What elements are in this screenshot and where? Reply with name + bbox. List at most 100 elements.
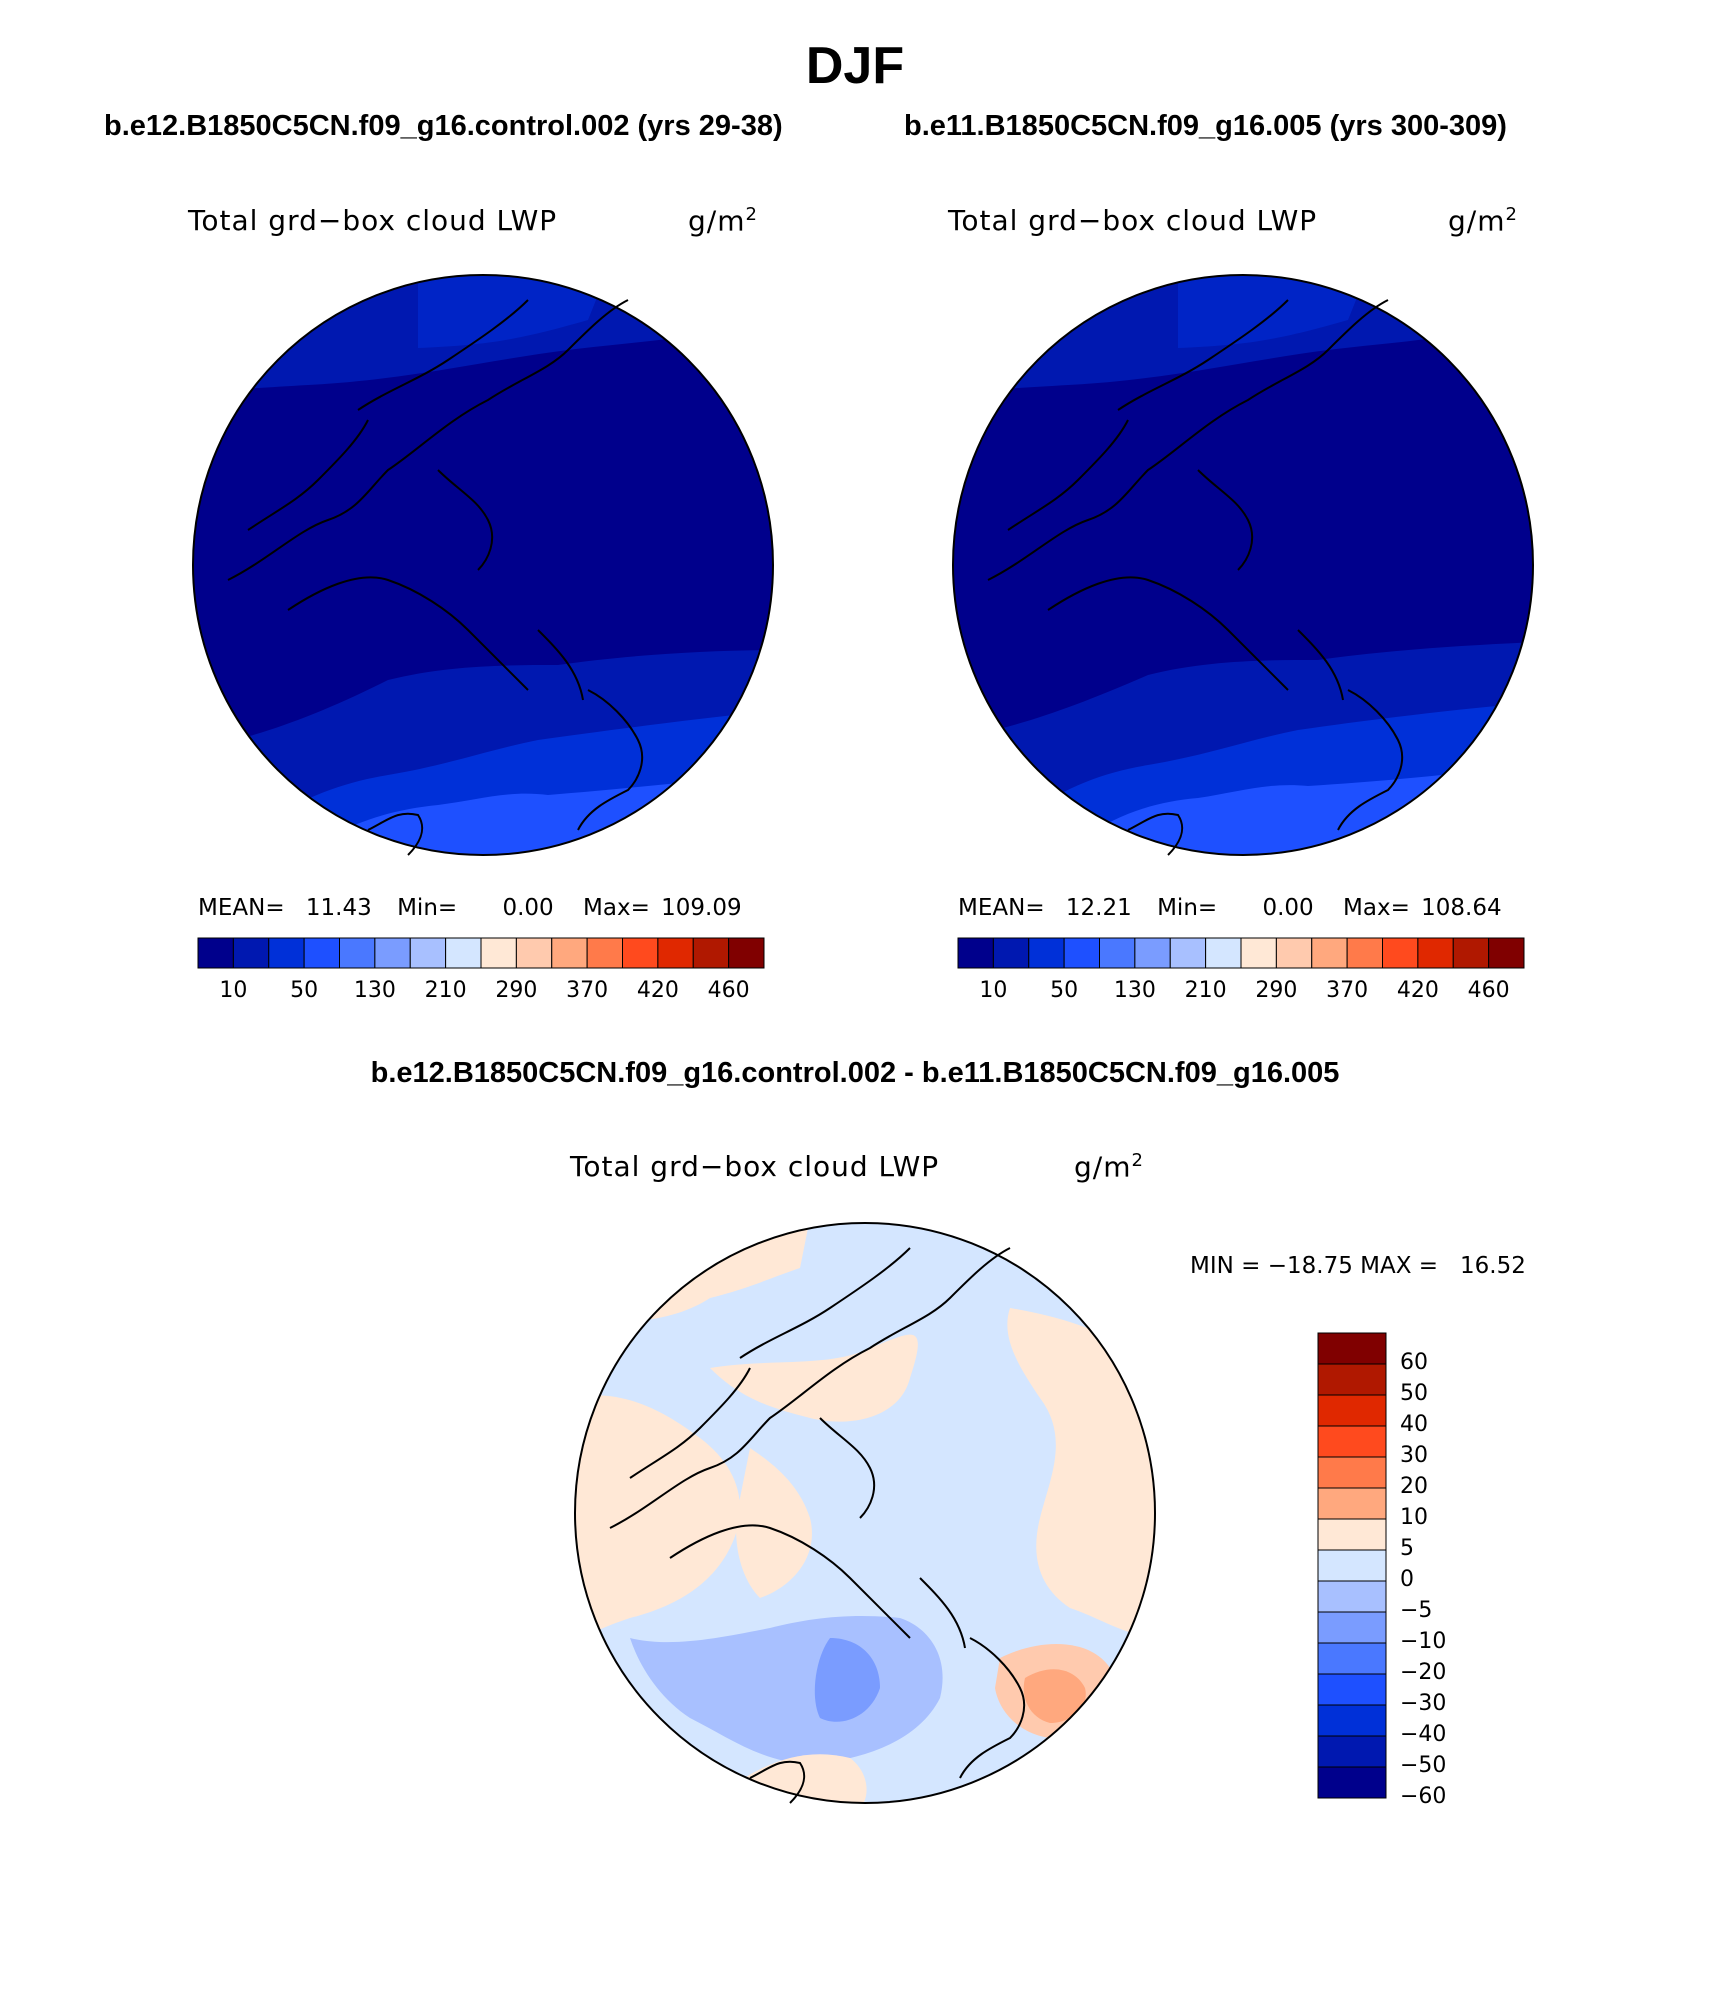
diff-colorbar-tick-label: 60 bbox=[1400, 1350, 1428, 1375]
left-colorbar-swatch-3 bbox=[303, 937, 340, 969]
right-colorbar-swatch-8 bbox=[1240, 937, 1277, 969]
left-variable-label: Total grd−box cloud LWP bbox=[188, 204, 558, 237]
diff-case-title: b.e12.B1850C5CN.f09_g16.control.002 - b.… bbox=[370, 1057, 1340, 1089]
diff-colorbar-swatch-9 bbox=[1317, 1611, 1387, 1644]
right-mean-value: 12.21 bbox=[1065, 895, 1132, 921]
left-colorbar-swatch-13 bbox=[657, 937, 694, 969]
diff-colorbar-tick-label: −20 bbox=[1400, 1660, 1447, 1685]
right-colorbar-tick-label: 370 bbox=[1326, 978, 1369, 1003]
left-colorbar bbox=[197, 937, 765, 969]
right-colorbar-swatch-0 bbox=[957, 937, 994, 969]
left-polar-map bbox=[192, 274, 774, 856]
right-colorbar-swatch-14 bbox=[1452, 937, 1490, 969]
left-colorbar-swatch-9 bbox=[515, 937, 553, 969]
right-colorbar-tick-label: 50 bbox=[1050, 978, 1079, 1003]
left-max-value: 109.09 bbox=[661, 895, 742, 921]
left-colorbar-swatch-14 bbox=[692, 937, 730, 969]
left-colorbar-swatch-6 bbox=[409, 937, 447, 969]
diff-colorbar-tick-label: 5 bbox=[1400, 1536, 1414, 1561]
left-colorbar-swatch-7 bbox=[445, 937, 482, 969]
right-units-base: g/m bbox=[1448, 204, 1506, 238]
diff-colorbar-swatch-14 bbox=[1317, 1766, 1387, 1799]
right-colorbar-swatch-5 bbox=[1134, 937, 1171, 969]
right-colorbar-swatch-12 bbox=[1382, 937, 1419, 969]
left-colorbar-swatch-11 bbox=[586, 937, 623, 969]
left-colorbar-swatch-5 bbox=[374, 937, 411, 969]
left-colorbar-tick-label: 460 bbox=[707, 978, 750, 1003]
right-stats: MEAN= 12.21 Min= 0.00 Max= 108.64 bbox=[958, 895, 1502, 921]
right-min-value: 0.00 bbox=[1262, 895, 1314, 921]
diff-colorbar bbox=[1317, 1332, 1387, 1799]
right-colorbar-tick-label: 10 bbox=[979, 978, 1008, 1003]
diff-polar-map bbox=[574, 1222, 1156, 1804]
right-min-label: Min= bbox=[1157, 895, 1218, 921]
right-colorbar-swatch-2 bbox=[1028, 937, 1065, 969]
right-colorbar-tick-label: 460 bbox=[1467, 978, 1510, 1003]
diff-colorbar-tick-label: −5 bbox=[1400, 1598, 1433, 1623]
diff-colorbar-swatch-1 bbox=[1317, 1363, 1387, 1396]
right-units-label: g/m2 bbox=[1448, 204, 1518, 237]
right-polar-map bbox=[952, 274, 1534, 856]
diff-variable-label: Total grd−box cloud LWP bbox=[570, 1150, 940, 1183]
left-colorbar-swatch-0 bbox=[197, 937, 234, 969]
diff-colorbar-tick-label: 50 bbox=[1400, 1381, 1428, 1406]
left-mean-label: MEAN= bbox=[198, 895, 285, 921]
diff-minmax: MIN = −18.75 MAX = 16.52 bbox=[1190, 1253, 1526, 1279]
left-colorbar-tick-label: 130 bbox=[353, 978, 396, 1003]
right-colorbar-tick-label: 420 bbox=[1396, 978, 1439, 1003]
left-colorbar-tick-label: 290 bbox=[495, 978, 538, 1003]
right-colorbar-tick-label: 290 bbox=[1255, 978, 1298, 1003]
left-colorbar-tick-label: 210 bbox=[424, 978, 467, 1003]
left-colorbar-swatch-8 bbox=[480, 937, 517, 969]
left-units-base: g/m bbox=[688, 204, 746, 238]
diff-colorbar-swatch-2 bbox=[1317, 1394, 1387, 1427]
right-case-title: b.e11.B1850C5CN.f09_g16.005 (yrs 300-309… bbox=[904, 110, 1507, 142]
right-colorbar-tick-label: 130 bbox=[1113, 978, 1156, 1003]
diff-colorbar-swatch-10 bbox=[1317, 1642, 1387, 1675]
right-variable-label: Total grd−box cloud LWP bbox=[948, 204, 1318, 237]
left-stats: MEAN= 11.43 Min= 0.00 Max= 109.09 bbox=[198, 895, 742, 921]
diff-colorbar-tick-label: 0 bbox=[1400, 1567, 1414, 1592]
right-colorbar-swatch-6 bbox=[1169, 937, 1207, 969]
left-min-value: 0.00 bbox=[502, 895, 554, 921]
left-min-label: Min= bbox=[397, 895, 458, 921]
diff-colorbar-tick-label: 10 bbox=[1400, 1505, 1428, 1530]
diff-colorbar-swatch-0 bbox=[1317, 1332, 1387, 1365]
diff-colorbar-swatch-6 bbox=[1317, 1518, 1387, 1551]
diff-colorbar-swatch-8 bbox=[1317, 1580, 1387, 1613]
left-colorbar-swatch-4 bbox=[339, 937, 376, 969]
left-units-label: g/m2 bbox=[688, 204, 758, 237]
right-colorbar-ticks: 10 50 130 210 290 370 420 460 bbox=[958, 978, 1524, 1008]
left-case-title: b.e12.B1850C5CN.f09_g16.control.002 (yrs… bbox=[104, 110, 783, 142]
diff-colorbar-swatch-3 bbox=[1317, 1425, 1387, 1458]
right-colorbar-swatch-15 bbox=[1488, 937, 1525, 969]
right-colorbar-swatch-1 bbox=[992, 937, 1030, 969]
diff-units-label: g/m2 bbox=[1074, 1150, 1144, 1183]
right-max-value: 108.64 bbox=[1421, 895, 1502, 921]
left-colorbar-tick-label: 50 bbox=[290, 978, 319, 1003]
diff-colorbar-swatch-12 bbox=[1317, 1704, 1387, 1737]
right-colorbar-swatch-3 bbox=[1063, 937, 1100, 969]
right-mean-label: MEAN= bbox=[958, 895, 1045, 921]
right-colorbar-swatch-4 bbox=[1099, 937, 1136, 969]
left-colorbar-tick-label: 420 bbox=[636, 978, 679, 1003]
diff-colorbar-tick-label: −30 bbox=[1400, 1691, 1447, 1716]
diff-colorbar-tick-label: −40 bbox=[1400, 1722, 1447, 1747]
diff-colorbar-swatch-13 bbox=[1317, 1735, 1387, 1768]
diff-colorbar-swatch-5 bbox=[1317, 1487, 1387, 1520]
left-max-label: Max= bbox=[583, 895, 650, 921]
diff-colorbar-tick-label: 30 bbox=[1400, 1443, 1428, 1468]
diff-colorbar-tick-label: −50 bbox=[1400, 1753, 1447, 1778]
left-colorbar-swatch-1 bbox=[232, 937, 270, 969]
diff-colorbar-tick-label: 20 bbox=[1400, 1474, 1428, 1499]
diff-units-sup: 2 bbox=[1131, 1150, 1144, 1171]
right-colorbar bbox=[957, 937, 1525, 969]
diff-colorbar-tick-label: −10 bbox=[1400, 1629, 1447, 1654]
diff-colorbar-ticks: 60 50 40 30 20 10 5 0 −5 −10 −20 −30 −40 −50 −60 bbox=[1400, 1333, 1520, 1809]
diff-colorbar-swatch-11 bbox=[1317, 1673, 1387, 1706]
left-colorbar-ticks: 10 50 130 210 290 370 420 460 bbox=[198, 978, 764, 1008]
diff-colorbar-swatch-4 bbox=[1317, 1456, 1387, 1489]
right-colorbar-swatch-11 bbox=[1346, 937, 1383, 969]
left-colorbar-swatch-2 bbox=[268, 937, 305, 969]
diff-colorbar-tick-label: −60 bbox=[1400, 1784, 1447, 1809]
